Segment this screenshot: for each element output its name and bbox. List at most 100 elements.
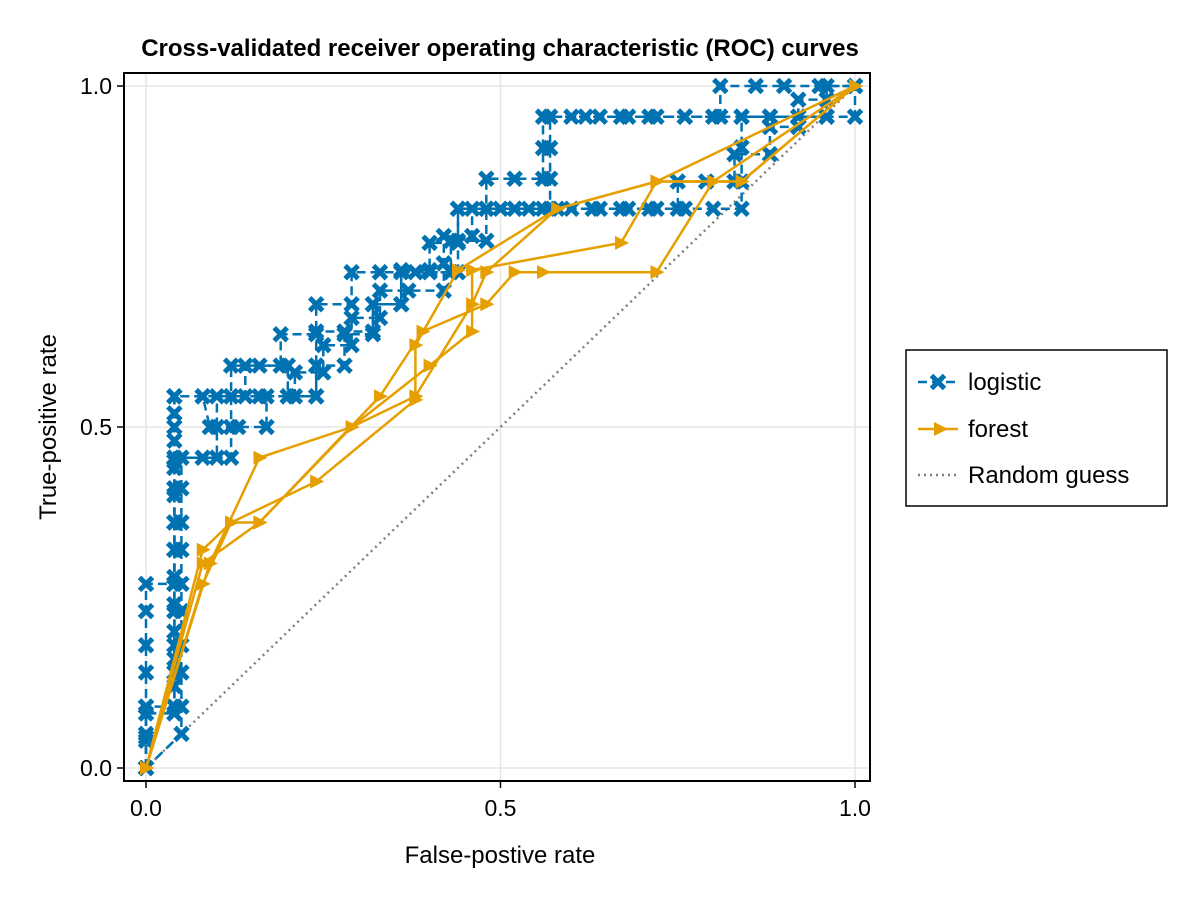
logistic-point (790, 91, 807, 108)
logistic-line (144, 84, 855, 768)
logistic-point (251, 357, 268, 374)
logistic-point (534, 108, 552, 125)
logistic-point (173, 725, 190, 743)
logistic-point (258, 388, 275, 405)
legend-label: forest (968, 416, 1028, 443)
logistic-point (726, 145, 743, 163)
forest-series (140, 79, 863, 775)
forest-point (537, 265, 552, 280)
logistic-point (137, 664, 155, 681)
logistic-point (194, 449, 211, 466)
x-axis-ticks: 0.0 0.5 1.0 (130, 781, 871, 821)
x-axis-label: False-postive rate (405, 842, 596, 869)
forest-point (466, 263, 481, 278)
legend: logistic forest Random guess (905, 349, 1168, 507)
logistic-point (478, 170, 495, 188)
logistic-point (258, 418, 275, 436)
logistic-point (669, 200, 687, 218)
logistic-point (166, 623, 183, 640)
forest-point (409, 389, 424, 404)
logistic-point (392, 295, 410, 313)
logistic-point (307, 295, 325, 313)
logistic-point (463, 200, 481, 218)
logistic-point (336, 357, 353, 374)
logistic-point (492, 200, 509, 218)
logistic-point (272, 325, 289, 343)
forest-point (423, 358, 438, 373)
logistic-point (435, 227, 453, 245)
logistic-point (343, 336, 360, 354)
logistic-point (286, 364, 304, 381)
logistic-point (343, 263, 360, 281)
logistic-point (449, 200, 467, 218)
logistic-point (166, 388, 183, 405)
legend-marker (929, 373, 947, 391)
logistic-point (612, 200, 630, 218)
logistic-point (137, 705, 155, 722)
logistic-point (534, 139, 552, 157)
logistic-point (818, 77, 835, 95)
forest-fold-4 (140, 79, 863, 775)
logistic-point (307, 388, 325, 405)
legend-label: logistic (968, 369, 1041, 396)
logistic-point (591, 108, 609, 125)
logistic-point (704, 200, 722, 218)
logistic-point (222, 357, 240, 374)
logistic-point (201, 418, 219, 436)
forest-point (310, 474, 325, 489)
forest-point (466, 297, 481, 312)
forest-point (140, 761, 154, 775)
logistic-point (619, 108, 637, 125)
logistic-point (222, 388, 240, 405)
logistic-point (166, 568, 183, 586)
logistic-point (704, 108, 722, 125)
logistic-point (166, 705, 183, 722)
logistic-point (371, 282, 389, 299)
logistic-point (137, 602, 155, 620)
logistic-point (563, 108, 580, 125)
forest-point (345, 420, 360, 434)
logistic-point (166, 432, 183, 449)
y-axis-label: True-positive rate (35, 334, 62, 520)
forest-point (225, 515, 240, 530)
forest-line (144, 84, 856, 769)
logistic-point (314, 364, 332, 381)
logistic-point (336, 325, 353, 343)
logistic-point (364, 325, 382, 343)
logistic-point (166, 596, 183, 613)
logistic-point (506, 170, 523, 188)
y-tick-label: 0.0 (80, 755, 112, 781)
y-tick-label: 1.0 (80, 73, 112, 99)
logistic-point (229, 418, 247, 436)
forest-point (480, 297, 495, 312)
random-guess-line (145, 85, 856, 769)
random-guess-series (145, 85, 856, 769)
forest-point (196, 556, 211, 571)
forest-point (373, 389, 388, 404)
logistic-point (166, 405, 183, 422)
x-tick-label: 0.5 (485, 795, 517, 821)
forest-point (849, 79, 863, 93)
logistic-point (137, 636, 155, 654)
logistic-point (520, 200, 538, 218)
logistic-point (400, 282, 417, 299)
logistic-point (166, 486, 183, 504)
logistic-point (166, 514, 183, 531)
logistic-point (648, 108, 665, 125)
logistic-point (208, 388, 226, 405)
logistic-point (775, 77, 793, 95)
logistic-point (747, 77, 765, 95)
chart-title: Cross-validated receiver operating chara… (141, 35, 859, 62)
logistic-point (534, 170, 552, 188)
logistic-point (137, 732, 155, 749)
logistic-point (421, 263, 438, 281)
logistic-point (733, 200, 750, 218)
logistic-point (137, 575, 155, 593)
logistic-point (194, 388, 211, 405)
logistic-point (712, 77, 729, 95)
logistic-point (392, 263, 410, 281)
logistic-point (343, 295, 360, 313)
logistic-point (676, 108, 694, 125)
legend-item-forest: forest (918, 416, 1028, 443)
